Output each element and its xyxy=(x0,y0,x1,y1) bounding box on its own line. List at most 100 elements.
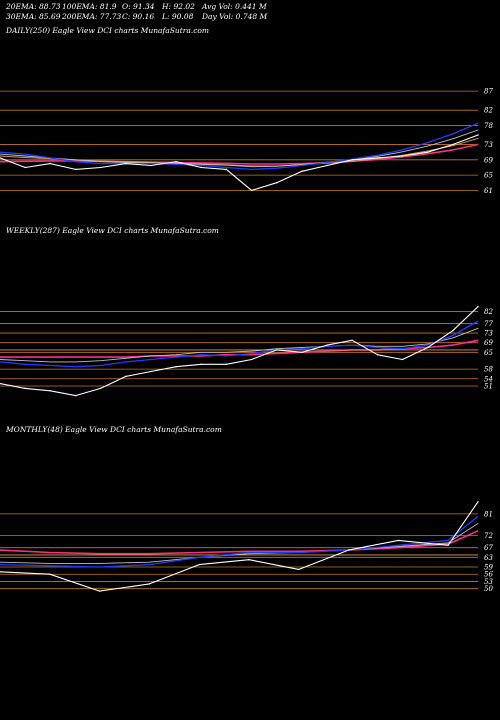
daily-medium-ma-line-point xyxy=(125,162,127,163)
daily-price-line-point xyxy=(125,162,127,165)
monthly-slow-ma-line-point xyxy=(348,554,349,556)
header-ema200: 200EMA: 77.73 xyxy=(62,12,122,21)
weekly-long-ma-line-point xyxy=(175,355,177,357)
weekly-price-line-point xyxy=(426,346,429,349)
monthly-price-line-point xyxy=(477,501,479,503)
weekly-slow-ma-line-point xyxy=(301,349,303,351)
monthly-slow-ma-line-point xyxy=(447,554,449,556)
weekly-fast-ma-line-point xyxy=(351,344,353,346)
monthly-slow-ma-line-point xyxy=(198,554,200,556)
weekly-long-ma-line-point xyxy=(226,354,227,356)
monthly-price-line-point xyxy=(248,559,250,561)
weekly-long-ma-line-point xyxy=(251,354,252,356)
header-open: O: 91.34 xyxy=(122,2,155,11)
weekly-long-ma-line-point xyxy=(276,353,278,354)
daily-y-tick-label: 61 xyxy=(484,187,493,195)
daily-fast-ma-line-point xyxy=(376,154,378,156)
monthly-long-ma-line-point xyxy=(397,547,399,549)
daily-medium-ma-line-point xyxy=(276,165,278,167)
monthly-long-ma-line-point xyxy=(49,552,51,553)
weekly-y-tick-label: 54 xyxy=(484,375,493,383)
weekly-long-ma-line-point xyxy=(477,339,479,341)
daily-slow-ma-line-point xyxy=(427,150,429,152)
weekly-fast-ma-line-point xyxy=(175,356,177,358)
monthly-fast-ma-line-point xyxy=(447,540,449,541)
weekly-slow-ma-line-point xyxy=(24,349,26,351)
weekly-slow-ma-line-point xyxy=(427,349,429,351)
weekly-long-ma-line-point xyxy=(24,356,26,358)
monthly-price-line-point xyxy=(49,573,51,575)
daily-medium-ma-line-point xyxy=(477,129,479,131)
weekly-y-tick-label: 65 xyxy=(484,349,493,357)
weekly-long-ma-line-point xyxy=(100,356,102,358)
weekly-y-tick-label: 51 xyxy=(484,382,493,390)
daily-price-line-point xyxy=(250,189,253,192)
weekly-y-tick-label: 58 xyxy=(484,366,493,374)
monthly-long-ma-line-point xyxy=(148,553,150,555)
daily-long-ma-line-point xyxy=(24,160,26,162)
weekly-price-line-point xyxy=(74,394,77,397)
monthly-medium-ma-line-point xyxy=(99,562,100,564)
daily-medium-ma-line-point xyxy=(226,164,227,166)
daily-y-tick-label: 78 xyxy=(484,122,493,130)
daily-price-line xyxy=(0,134,479,191)
monthly-y-tick-label: 81 xyxy=(484,510,493,518)
weekly-slow-ma-line-point xyxy=(226,349,227,351)
daily-medium-ma-line-point xyxy=(200,164,202,165)
monthly-y-tick-label: 63 xyxy=(484,554,493,562)
weekly-medium-ma-line-point xyxy=(301,347,303,348)
daily-medium-ma-line xyxy=(0,129,479,168)
weekly-slow-ma-line-point xyxy=(125,349,127,351)
monthly-slow-ma-line-point xyxy=(397,554,399,556)
weekly-fast-ma-line-point xyxy=(326,345,328,347)
weekly-medium-ma-line-point xyxy=(49,361,51,363)
weekly-price-line xyxy=(0,306,479,397)
weekly-price-line-point xyxy=(477,305,479,308)
daily-fast-ma-line-point xyxy=(49,157,51,159)
monthly-fast-ma-line-point xyxy=(49,565,51,567)
daily-price-line-point xyxy=(225,168,228,171)
daily-price-line-point xyxy=(376,157,379,159)
weekly-medium-ma-line-point xyxy=(452,337,454,339)
weekly-medium-ma-line-point xyxy=(376,345,378,347)
weekly-slow-ma-line-point xyxy=(49,349,51,351)
daily-slow-ma-line-point xyxy=(24,157,26,158)
daily-y-tick-label: 73 xyxy=(484,141,493,149)
weekly-y-tick-label: 82 xyxy=(484,308,493,316)
daily-fast-ma-line-point xyxy=(200,165,202,166)
weekly-price-line-point xyxy=(351,339,353,341)
header-ema100: 100EMA: 81.9 xyxy=(62,2,117,11)
daily-fast-ma-line-point xyxy=(402,149,403,151)
daily-fast-ma-line-point xyxy=(427,142,429,144)
weekly-medium-ma-line-point xyxy=(251,350,252,352)
weekly-chart-title: WEEKLY(287) Eagle View DCI charts Munafa… xyxy=(6,226,219,235)
daily-fast-ma-line-point xyxy=(24,153,26,155)
daily-slow-ma-line-point xyxy=(100,160,102,162)
weekly-slow-ma-line-point xyxy=(200,349,202,351)
daily-fast-ma-line xyxy=(0,122,479,171)
daily-fast-ma-line-point xyxy=(175,164,177,165)
monthly-medium-ma-line-point xyxy=(49,562,51,564)
weekly-price-line-point xyxy=(125,375,127,378)
daily-long-ma-line-point xyxy=(477,144,479,145)
monthly-slow-ma-line-point xyxy=(99,554,100,556)
monthly-y-tick-label: 59 xyxy=(484,563,493,571)
header-close: C: 90.16 xyxy=(122,12,155,21)
daily-medium-ma-line-point xyxy=(452,138,454,140)
weekly-fast-ma-line-point xyxy=(49,365,51,366)
header-ema30: 30EMA: 85.69 xyxy=(6,12,61,21)
header-ema20: 20EMA: 88.73 xyxy=(6,2,61,11)
weekly-price-line-point xyxy=(326,344,328,346)
monthly-fast-ma-line-point xyxy=(298,552,300,553)
daily-long-ma-line-point xyxy=(251,163,252,165)
daily-price-line-point xyxy=(401,155,404,157)
weekly-medium-ma-line-point xyxy=(200,351,202,353)
daily-fast-ma-line-point xyxy=(477,122,479,124)
monthly-fast-ma-line-point xyxy=(397,544,399,546)
weekly-y-tick-label: 73 xyxy=(484,330,493,338)
daily-slow-ma-line-point xyxy=(351,160,353,162)
daily-slow-ma-line-point xyxy=(125,161,127,163)
weekly-price-line-point xyxy=(49,390,52,392)
daily-y-tick-label: 87 xyxy=(484,88,493,96)
daily-chart: 87 82 78 73 69 65 61 xyxy=(0,88,493,195)
